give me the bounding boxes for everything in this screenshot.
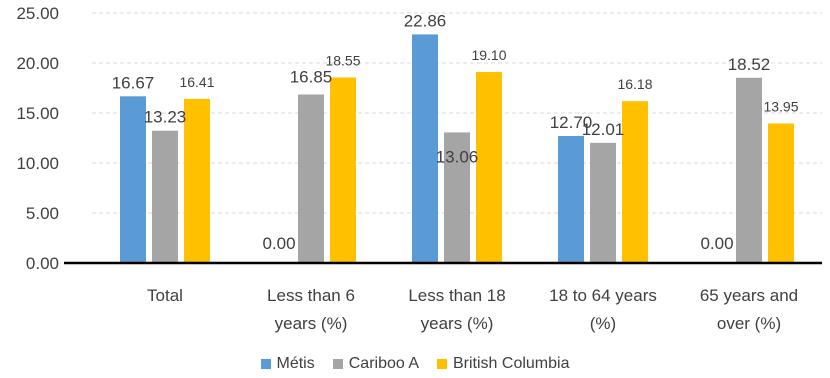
legend-label: Métis: [276, 355, 315, 372]
data-label: 13.95: [763, 99, 798, 115]
data-label: 16.41: [179, 74, 214, 90]
legend-label: British Columbia: [453, 355, 570, 372]
legend-swatch: [437, 359, 447, 369]
data-label: 16.18: [617, 76, 652, 92]
bar: [590, 142, 616, 263]
data-label: 18.52: [728, 55, 771, 74]
data-label: 12.70: [550, 113, 593, 132]
legend-swatch: [332, 359, 343, 369]
data-label: 12.01: [582, 120, 625, 139]
bar: [184, 98, 210, 264]
x-tick-label: 18 to 64 years: [549, 286, 657, 305]
x-tick-label: years (%): [275, 314, 348, 333]
legend-item: British Columbia: [437, 355, 569, 373]
y-axis-ticks: 0.00 5.00 10.00 15.00 20.00 25.00: [16, 4, 59, 273]
data-label: 16.85: [290, 68, 333, 87]
bar: [558, 136, 584, 263]
y-tick-label: 15.00: [16, 104, 59, 123]
x-tick-label: years (%): [421, 314, 494, 333]
data-label: 19.10: [471, 47, 506, 63]
x-tick-label: (%): [590, 314, 616, 333]
x-tick-label: Total: [147, 286, 183, 305]
x-axis-ticks: Total Less than 6 years (%) Less than 18 yea…: [147, 286, 798, 333]
legend-swatch: [260, 359, 271, 369]
bar: [736, 77, 762, 263]
legend-item: Métis: [260, 355, 315, 373]
x-tick-label: Less than 18: [408, 286, 505, 305]
bar: [298, 94, 324, 263]
bar: [152, 130, 178, 263]
data-label: 13.06: [436, 147, 479, 166]
data-label: 18.55: [325, 53, 360, 69]
x-tick-label: over (%): [717, 314, 781, 333]
legend-label: Cariboo A: [348, 355, 419, 372]
y-tick-label: 5.00: [26, 204, 59, 223]
x-tick-label: Less than 6: [267, 286, 355, 305]
y-tick-label: 0.00: [26, 254, 59, 273]
data-label: 0.00: [262, 234, 295, 253]
bars: [120, 34, 794, 264]
bar: [412, 34, 438, 264]
data-label: 22.86: [404, 11, 447, 30]
bar: [768, 123, 794, 263]
y-tick-label: 20.00: [16, 54, 59, 73]
bar: [622, 101, 648, 263]
bar: [330, 77, 356, 263]
y-tick-label: 10.00: [16, 154, 59, 173]
data-label: 0.00: [700, 234, 733, 253]
legend-item: Cariboo A: [332, 355, 419, 373]
bar: [120, 96, 146, 263]
data-label: 13.23: [144, 108, 187, 127]
x-tick-label: 65 years and: [700, 286, 798, 305]
legend: Métis Cariboo A British Columbia: [0, 354, 830, 374]
bar: [476, 72, 502, 263]
data-label: 16.67: [112, 73, 155, 92]
y-tick-label: 25.00: [16, 4, 59, 23]
bar: [444, 132, 470, 263]
